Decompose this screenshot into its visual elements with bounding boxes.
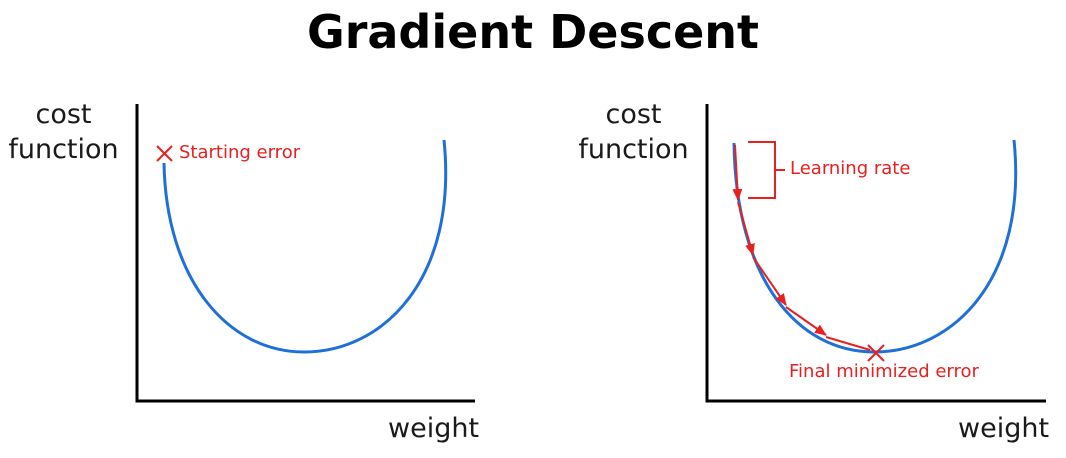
left-panel: [135, 104, 475, 403]
learning-rate-bracket: [748, 141, 785, 199]
right-xlabel: weight: [958, 413, 1050, 444]
left-xlabel: weight: [388, 413, 480, 444]
final-error-label: Final minimized error: [789, 361, 979, 382]
page-title: Gradient Descent: [306, 5, 760, 59]
gradient-step-arrows: [732, 144, 871, 351]
step-arrow: [737, 201, 755, 256]
right-ylabel: cost function: [571, 97, 696, 167]
step-arrow: [825, 336, 871, 351]
right-ylabel-line2: function: [578, 134, 689, 165]
left-ylabel-line1: cost: [35, 99, 92, 130]
final-error-marker: [867, 344, 885, 362]
step-arrow: [785, 306, 827, 336]
left-ylabel-line2: function: [8, 134, 119, 165]
left-cost-curve: [162, 139, 448, 354]
left-ylabel: cost function: [1, 97, 126, 167]
step-arrow: [752, 256, 787, 306]
starting-error-marker: [156, 145, 173, 162]
step-arrow: [732, 144, 743, 201]
right-panel: [705, 104, 1046, 403]
starting-error-label: Starting error: [179, 142, 301, 163]
learning-rate-label: Learning rate: [790, 158, 911, 179]
right-ylabel-line1: cost: [605, 99, 662, 130]
